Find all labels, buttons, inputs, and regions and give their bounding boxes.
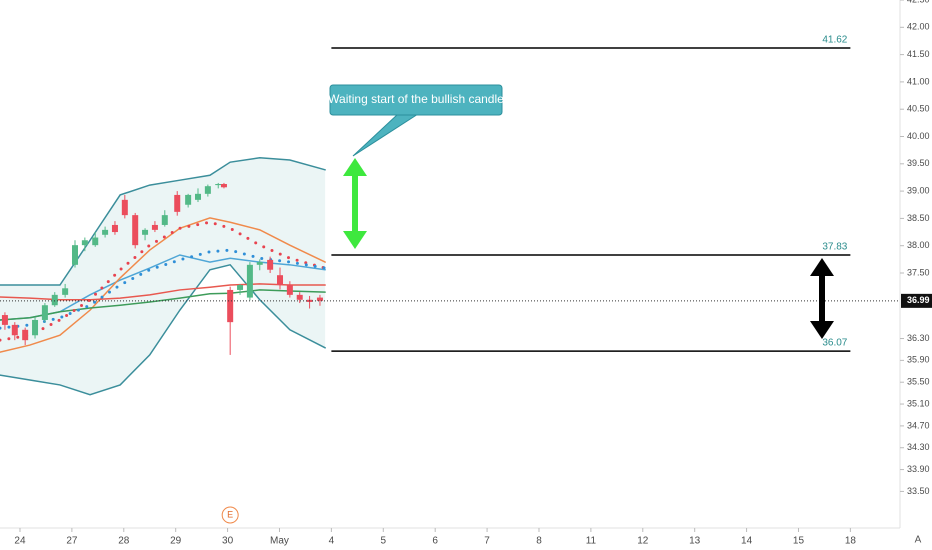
y-tick-label: 42.00 (907, 22, 930, 32)
x-tick-label: 7 (484, 536, 490, 547)
candle-body (286, 285, 293, 295)
auto-scale-button[interactable]: A (915, 535, 922, 546)
x-tick-label: 28 (118, 536, 130, 547)
black-arrow (810, 258, 834, 339)
y-tick-label: 42.50 (907, 0, 930, 4)
candle-body (151, 224, 158, 230)
plot-area: 41.62 37.83 36.07 (0, 35, 900, 396)
candle-body (1, 315, 8, 325)
candle-body (62, 288, 69, 295)
event-marker (221, 506, 239, 524)
candle-body (227, 289, 234, 323)
x-tick-label: 18 (845, 536, 857, 547)
x-tick-label: 4 (329, 536, 335, 547)
candle-body (92, 237, 99, 246)
candle-body (142, 229, 149, 235)
candle-body (174, 194, 181, 212)
candle-body (316, 297, 323, 301)
y-tick-label: 41.50 (907, 49, 930, 59)
candle-body (161, 215, 168, 225)
x-tick-label: 30 (222, 536, 234, 547)
y-tick-label: 33.90 (907, 464, 930, 474)
y-tick-label: 41.00 (907, 76, 930, 86)
y-tick-label: 37.50 (907, 267, 930, 277)
y-tick-label: 39.00 (907, 185, 930, 195)
candle-body (220, 184, 227, 188)
x-tick-label: 6 (432, 536, 438, 547)
indicator-dots (0, 220, 327, 342)
x-tick-label: 15 (793, 536, 805, 547)
candle-body (132, 215, 139, 246)
y-tick-label: 34.30 (907, 442, 930, 452)
y-tick-label: 35.90 (907, 355, 930, 365)
x-tick-label: 24 (14, 536, 26, 547)
y-tick-label: 40.00 (907, 131, 930, 141)
candle-body (102, 229, 109, 235)
level-label: 37.83 (822, 242, 847, 253)
y-tick-label: 33.50 (907, 486, 930, 496)
x-tick-label: 5 (381, 536, 387, 547)
candle-body (204, 186, 211, 194)
y-tick-label: 34.70 (907, 420, 930, 430)
candle-body (11, 324, 18, 336)
y-tick-label: 40.50 (907, 104, 930, 114)
candle-body (277, 275, 284, 286)
y-tick-label: 38.50 (907, 213, 930, 223)
x-tick-label: 14 (741, 536, 753, 547)
candle-body (296, 294, 303, 300)
indicator-line (0, 263, 326, 396)
y-tick-label: 38.00 (907, 240, 930, 250)
x-tick-label: 29 (170, 536, 182, 547)
candle-body (215, 184, 222, 186)
candle-body (185, 194, 192, 205)
green-arrow (343, 158, 367, 249)
x-tick-label: 27 (66, 536, 78, 547)
candle-body (237, 285, 244, 290)
candle-body (121, 199, 128, 216)
callout: Waiting start of the bullish candle (328, 84, 504, 157)
candle-body (111, 224, 118, 233)
x-tick-label: 13 (689, 536, 701, 547)
band-fill (0, 157, 326, 395)
candle-body (194, 193, 201, 200)
level-label: 36.07 (822, 338, 847, 349)
y-tick-label: 36.30 (907, 333, 930, 343)
indicator-line (0, 289, 326, 321)
candle-body (51, 294, 58, 306)
x-tick-label: 12 (637, 536, 649, 547)
y-tick-label: 39.50 (907, 158, 930, 168)
event-label: E (227, 509, 233, 519)
indicator-line (0, 157, 326, 286)
callout-text: Waiting start of the bullish candle (328, 92, 504, 106)
x-tick-label: 11 (586, 536, 597, 547)
indicator-dots (0, 248, 327, 330)
x-tick-label: 8 (536, 536, 542, 547)
last-price-label: 36.99 (907, 295, 930, 305)
indicator-line (0, 217, 326, 353)
candle-body (32, 319, 39, 336)
x-tick-label: May (270, 536, 289, 547)
candle-body (256, 262, 263, 265)
candle-body (71, 245, 78, 265)
level-label: 41.62 (822, 35, 847, 46)
last-price-box (901, 293, 932, 308)
candle-body (22, 329, 29, 341)
y-tick-label: 35.50 (907, 377, 930, 387)
candle-body (81, 240, 88, 246)
candle-body (267, 259, 274, 270)
candle-body (246, 264, 253, 298)
y-tick-label: 35.10 (907, 398, 930, 408)
candle-body (41, 305, 48, 320)
